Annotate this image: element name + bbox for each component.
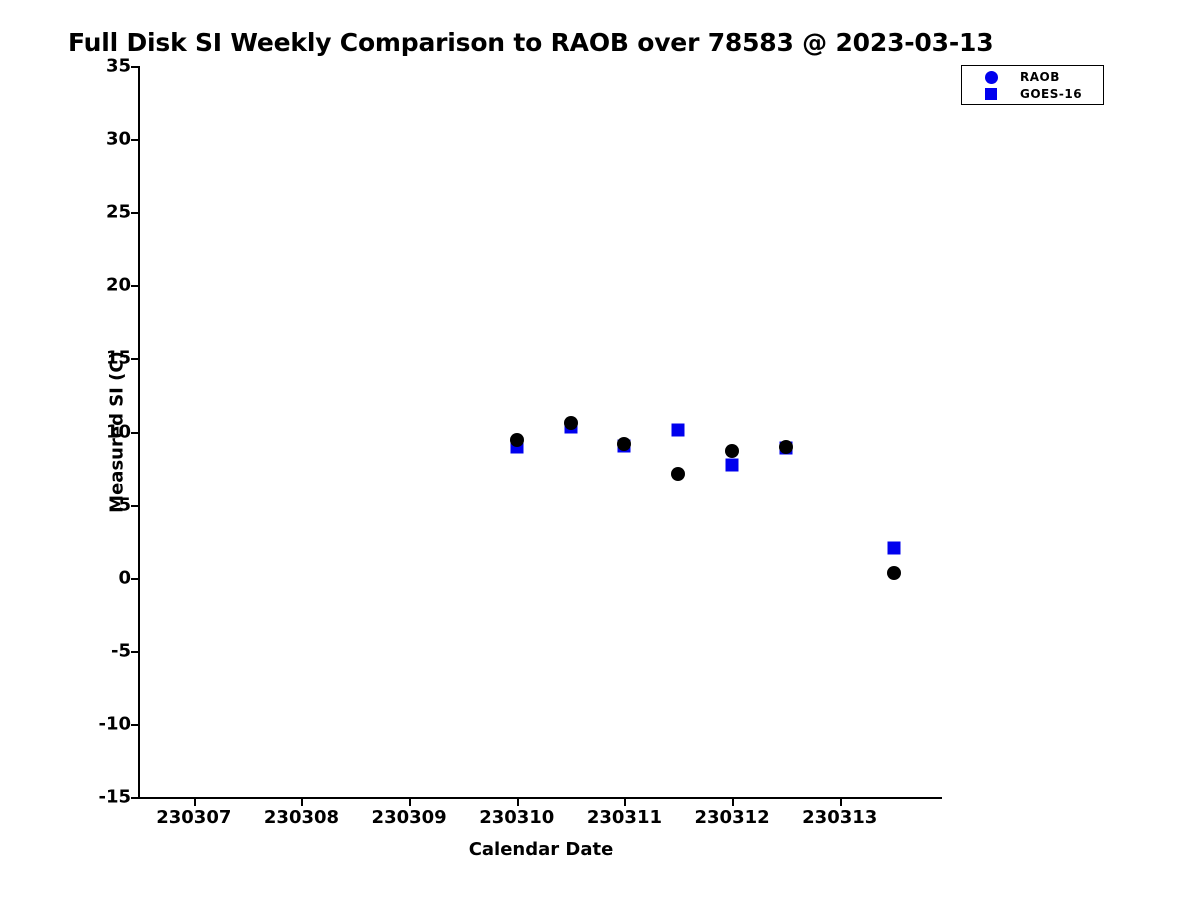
data-point-raob: [778, 439, 793, 454]
y-axis-tick: [131, 358, 140, 361]
y-axis-tick: [131, 797, 140, 799]
x-axis-tick-label: 230311: [586, 807, 662, 828]
x-axis-tick: [193, 797, 196, 806]
data-point-raob: [563, 416, 578, 431]
legend-swatch-wrap: [962, 70, 1020, 84]
x-axis-tick: [839, 797, 842, 806]
legend-entry-goes16: GOES-16: [962, 85, 1103, 103]
data-point-raob: [725, 443, 740, 458]
data-point-raob: [886, 565, 901, 580]
y-axis-tick-label: 15: [105, 347, 131, 369]
data-point-goes-16: [671, 423, 685, 437]
data-point-goes-16: [887, 541, 901, 555]
y-axis-label: Measured SI (C): [106, 350, 128, 513]
x-axis-label: Calendar Date: [468, 839, 614, 860]
data-point-raob: [617, 436, 632, 451]
circle-marker-icon: [984, 70, 998, 84]
y-axis-tick: [131, 66, 140, 68]
y-axis-tick-label: 20: [105, 274, 131, 296]
x-axis-tick: [624, 797, 627, 806]
x-axis-tick-label: 230312: [694, 807, 770, 828]
y-axis-tick-label: 5: [118, 494, 131, 516]
square-marker-icon: [985, 88, 997, 100]
legend: RAOB GOES-16: [961, 65, 1104, 105]
x-axis-tick: [516, 797, 519, 806]
x-axis-tick: [409, 797, 412, 806]
y-axis-tick-label: 35: [105, 55, 131, 77]
data-point-raob: [671, 466, 686, 481]
y-axis-tick: [131, 139, 140, 142]
x-axis-tick-label: 230310: [479, 807, 555, 828]
legend-label-raob: RAOB: [1020, 70, 1060, 84]
y-axis-tick-label: -5: [111, 640, 131, 662]
legend-label-goes16: GOES-16: [1020, 87, 1083, 101]
y-axis-tick: [131, 431, 140, 434]
x-axis-tick: [301, 797, 304, 806]
x-axis-tick-label: 230309: [371, 807, 447, 828]
legend-swatch-wrap: [962, 88, 1020, 100]
legend-entry-raob: RAOB: [962, 68, 1103, 86]
y-axis-tick: [131, 650, 140, 653]
y-axis-tick: [131, 212, 140, 215]
y-axis-tick-label: 25: [105, 201, 131, 223]
plot-canvas: 35 30 25 20 15 10 5 0 -5 -10 -15 230307 230308 230309…: [98, 56, 942, 828]
x-axis-tick-label: 230308: [263, 807, 340, 828]
y-axis-tick-label: 10: [105, 421, 131, 442]
data-point-goes-16: [725, 458, 739, 472]
y-axis-tick: [131, 285, 140, 288]
y-axis-tick-label: -15: [98, 786, 131, 808]
y-axis-tick: [131, 723, 140, 726]
y-axis-tick-label: -10: [98, 713, 131, 735]
y-axis-tick-label: 0: [118, 567, 131, 589]
x-axis-tick-label: 230313: [802, 807, 878, 828]
y-axis-tick-label: 30: [105, 128, 131, 150]
plot-area: 35 30 25 20 15 10 5 0 -5 -10 -15 230307 230308 230309…: [98, 56, 942, 860]
y-axis-tick: [131, 504, 140, 507]
x-axis-tick: [732, 797, 735, 806]
chart-title: Full Disk SI Weekly Comparison to RAOB o…: [68, 28, 994, 57]
data-point-raob: [509, 433, 524, 448]
x-axis-tick-label: 230307: [156, 807, 232, 828]
y-axis-tick: [131, 577, 140, 580]
